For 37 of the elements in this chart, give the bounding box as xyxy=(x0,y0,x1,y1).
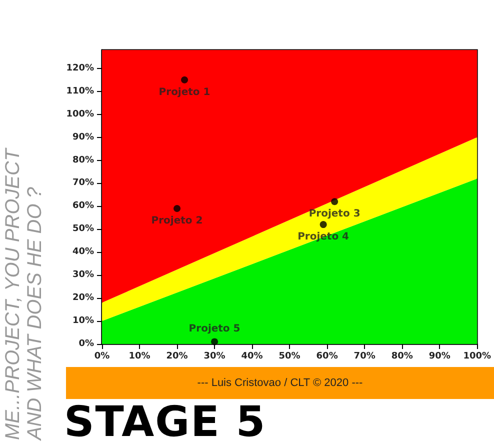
y-tick-label: 70% xyxy=(72,178,94,188)
y-tick-label: 80% xyxy=(72,155,94,166)
data-label: Projeto 2 xyxy=(151,215,203,226)
text: --- Luis Cristovao / CLT © 2020 --- xyxy=(197,377,363,389)
text: AND WHAT DOES HE DO ? xyxy=(24,186,46,440)
y-tick-label: 30% xyxy=(72,270,94,280)
x-tick-label: 60% xyxy=(316,352,338,362)
x-tick-label: 50% xyxy=(278,352,300,362)
y-tick-label: 0% xyxy=(78,339,94,349)
x-tick-label: 10% xyxy=(128,352,150,362)
y-tick-label: 120% xyxy=(66,63,94,74)
point xyxy=(320,221,327,228)
x-tick-label: 0% xyxy=(94,352,110,362)
y-tick-label: 40% xyxy=(72,247,94,258)
x-tick-label: 70% xyxy=(354,352,376,362)
y-tick-label: 90% xyxy=(72,132,94,142)
point xyxy=(331,198,338,206)
data-label: Projeto 1 xyxy=(158,86,210,98)
point xyxy=(211,338,218,346)
y-tick-label: 60% xyxy=(72,201,94,212)
x-tick-label: 40% xyxy=(241,352,263,362)
x-tick-label: 30% xyxy=(204,352,226,362)
x-tick-label: 20% xyxy=(166,352,188,362)
text: STAGE 5 xyxy=(64,397,266,445)
data-label: Projeto 5 xyxy=(188,324,240,335)
data-label: Projeto 3 xyxy=(308,208,360,220)
x-tick-label: 80% xyxy=(391,352,413,362)
point xyxy=(181,76,188,84)
text: ME...PROJECT, YOU PROJECT xyxy=(2,146,24,440)
y-tick-label: 10% xyxy=(72,316,94,326)
y-tick-label: 20% xyxy=(72,293,94,304)
y-tick-label: 50% xyxy=(72,224,94,234)
x-tick-label: 90% xyxy=(428,352,450,362)
y-tick-label: 100% xyxy=(66,109,94,120)
point xyxy=(174,204,181,212)
y-tick-label: 110% xyxy=(66,86,94,96)
x-tick-label: 100% xyxy=(463,352,492,362)
